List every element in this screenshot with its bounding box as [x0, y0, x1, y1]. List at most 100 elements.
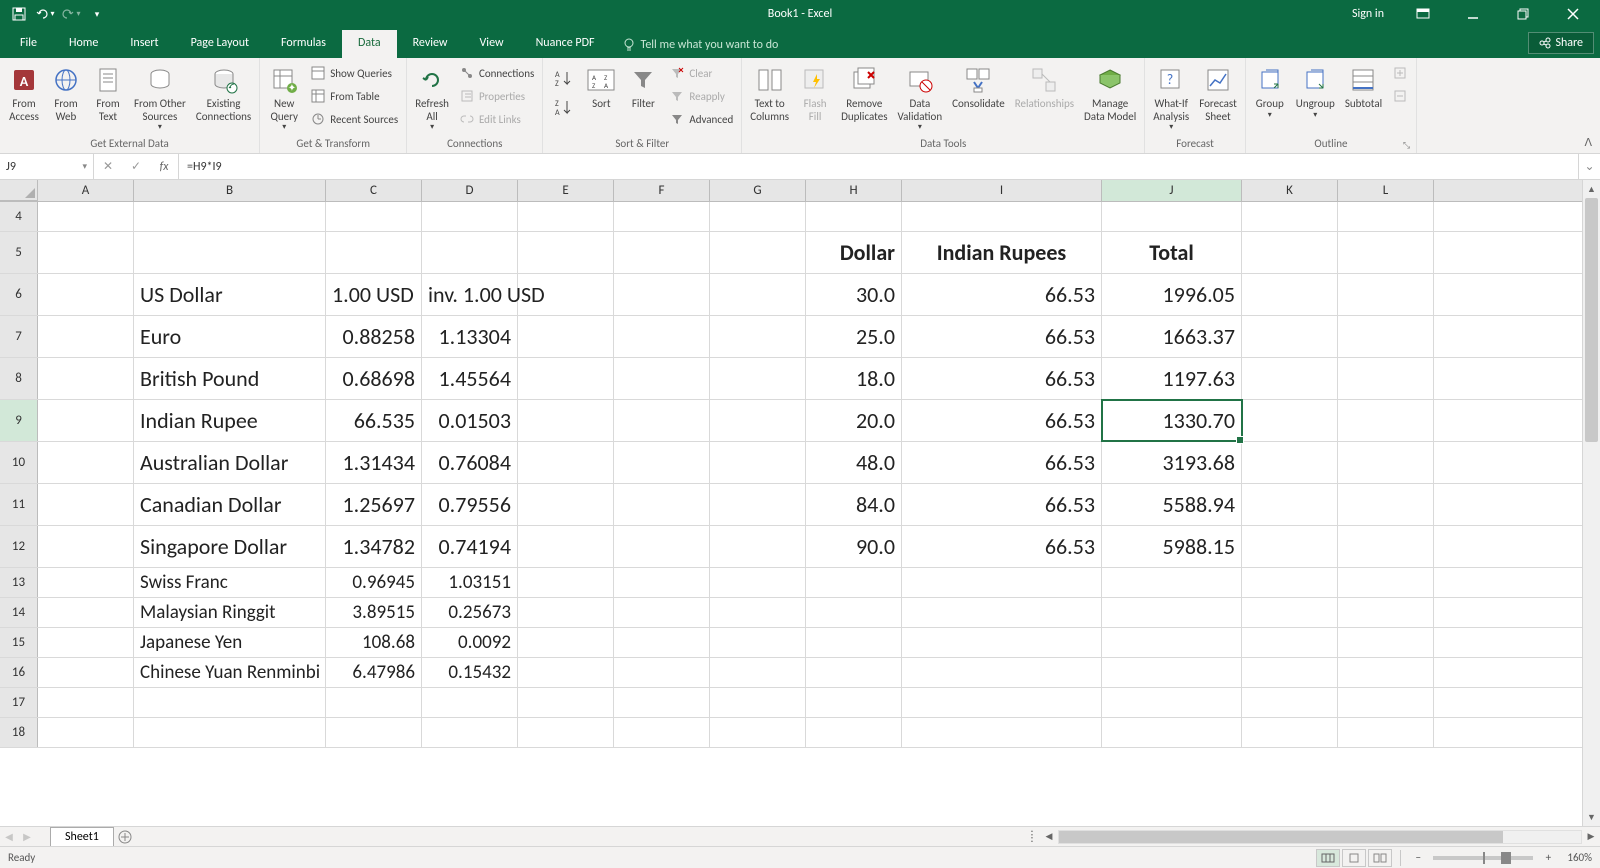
- cell[interactable]: 1.03151: [422, 568, 518, 597]
- properties-button[interactable]: Properties: [455, 85, 538, 107]
- cell[interactable]: [614, 202, 710, 231]
- cell[interactable]: [422, 202, 518, 231]
- formula-input[interactable]: =H9*I9: [179, 154, 1578, 179]
- view-page-break-icon[interactable]: [1368, 849, 1392, 867]
- cell[interactable]: [806, 202, 902, 231]
- cell[interactable]: [614, 718, 710, 747]
- cell[interactable]: [1242, 442, 1338, 483]
- tab-page-layout[interactable]: Page Layout: [175, 30, 265, 58]
- cell[interactable]: [518, 442, 614, 483]
- tab-scroll-split-icon[interactable]: ⁞: [1024, 830, 1040, 844]
- reapply-button[interactable]: Reapply: [665, 85, 737, 107]
- cell[interactable]: [710, 688, 806, 717]
- cell[interactable]: 66.535: [326, 400, 422, 441]
- cell[interactable]: 0.25673: [422, 598, 518, 627]
- connections-button[interactable]: Connections: [455, 62, 538, 84]
- cell[interactable]: 3193.68: [1102, 442, 1242, 483]
- cell[interactable]: 66.53: [902, 358, 1102, 399]
- cell[interactable]: 66.53: [902, 400, 1102, 441]
- cell[interactable]: [1338, 202, 1434, 231]
- cell[interactable]: 1.34782: [326, 526, 422, 567]
- zoom-slider-thumb[interactable]: [1501, 852, 1511, 864]
- cell[interactable]: [38, 598, 134, 627]
- cell[interactable]: [614, 358, 710, 399]
- cell[interactable]: [1338, 688, 1434, 717]
- column-header[interactable]: F: [614, 180, 710, 201]
- cell[interactable]: Australian Dollar: [134, 442, 326, 483]
- cell[interactable]: 20.0: [806, 400, 902, 441]
- cell[interactable]: [1338, 358, 1434, 399]
- cell[interactable]: [710, 718, 806, 747]
- cell[interactable]: [38, 316, 134, 357]
- cell[interactable]: [38, 232, 134, 273]
- cell[interactable]: [614, 568, 710, 597]
- cell[interactable]: [1242, 718, 1338, 747]
- cell[interactable]: [710, 568, 806, 597]
- cell[interactable]: [134, 202, 326, 231]
- row-header[interactable]: 15: [0, 628, 38, 657]
- tab-insert[interactable]: Insert: [114, 30, 174, 58]
- cell[interactable]: [710, 316, 806, 357]
- hscroll-thumb[interactable]: [1059, 831, 1503, 843]
- close-icon[interactable]: [1550, 0, 1596, 28]
- cell[interactable]: [614, 628, 710, 657]
- vscroll-thumb[interactable]: [1585, 198, 1598, 442]
- clear-filter-button[interactable]: Clear: [665, 62, 737, 84]
- cell[interactable]: 66.53: [902, 274, 1102, 315]
- tab-home[interactable]: Home: [53, 30, 114, 58]
- row-header[interactable]: 4: [0, 202, 38, 231]
- cell[interactable]: Indian Rupees: [902, 232, 1102, 273]
- cell[interactable]: [902, 568, 1102, 597]
- cell[interactable]: 1996.05: [1102, 274, 1242, 315]
- zoom-level[interactable]: 160%: [1567, 851, 1592, 864]
- cell[interactable]: [38, 658, 134, 687]
- cell[interactable]: [1102, 202, 1242, 231]
- cell[interactable]: 0.79556: [422, 484, 518, 525]
- cell[interactable]: 0.01503: [422, 400, 518, 441]
- cell[interactable]: 1.25697: [326, 484, 422, 525]
- cell[interactable]: [902, 598, 1102, 627]
- name-box-dropdown-icon[interactable]: ▾: [82, 161, 87, 172]
- cell[interactable]: [1338, 232, 1434, 273]
- cell[interactable]: [518, 718, 614, 747]
- cell[interactable]: [614, 274, 710, 315]
- cell[interactable]: [806, 598, 902, 627]
- cell[interactable]: 48.0: [806, 442, 902, 483]
- cell[interactable]: 66.53: [902, 484, 1102, 525]
- restore-icon[interactable]: [1500, 0, 1546, 28]
- cell[interactable]: [518, 316, 614, 357]
- select-all-corner[interactable]: [0, 180, 38, 201]
- cell[interactable]: British Pound: [134, 358, 326, 399]
- column-header[interactable]: J: [1102, 180, 1242, 201]
- cell[interactable]: 6.47986: [326, 658, 422, 687]
- row-header[interactable]: 17: [0, 688, 38, 717]
- cell[interactable]: 5588.94: [1102, 484, 1242, 525]
- column-header[interactable]: H: [806, 180, 902, 201]
- cell[interactable]: [902, 202, 1102, 231]
- column-header[interactable]: B: [134, 180, 326, 201]
- cell[interactable]: [710, 202, 806, 231]
- cell[interactable]: [614, 442, 710, 483]
- cell[interactable]: 1.00 USD: [326, 274, 422, 315]
- row-header[interactable]: 8: [0, 358, 38, 399]
- cell[interactable]: [1242, 316, 1338, 357]
- group-button[interactable]: Group▾: [1250, 60, 1290, 122]
- cell[interactable]: Japanese Yen: [134, 628, 326, 657]
- tab-data[interactable]: Data: [342, 30, 397, 58]
- cancel-formula-icon[interactable]: ✕: [94, 159, 122, 174]
- name-box[interactable]: J9▾: [0, 154, 94, 179]
- cell[interactable]: [1338, 274, 1434, 315]
- cell[interactable]: [38, 202, 134, 231]
- column-header[interactable]: E: [518, 180, 614, 201]
- row-header[interactable]: 7: [0, 316, 38, 357]
- cell[interactable]: [1242, 628, 1338, 657]
- sheet-tab[interactable]: Sheet1: [50, 827, 114, 848]
- cell[interactable]: [614, 484, 710, 525]
- redo-icon[interactable]: ▾: [60, 3, 82, 25]
- show-detail-button[interactable]: [1388, 62, 1412, 84]
- cell[interactable]: 1663.37: [1102, 316, 1242, 357]
- cell[interactable]: [134, 688, 326, 717]
- row-header[interactable]: 14: [0, 598, 38, 627]
- cell[interactable]: [518, 688, 614, 717]
- cell[interactable]: [518, 568, 614, 597]
